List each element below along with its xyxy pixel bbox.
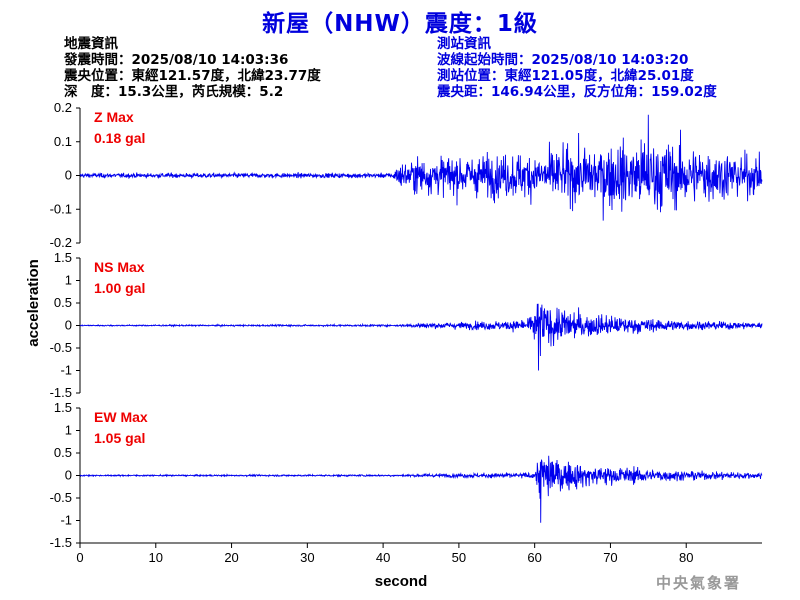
station-info: 測站資訊 波線起始時間：2025/08/10 14:03:20 測站位置：東經1… (437, 36, 717, 100)
y-tick-label: 0 (65, 168, 72, 183)
y-tick-label: -0.5 (50, 490, 72, 505)
waveform-ew (79, 455, 763, 523)
y-tick-label: 1 (65, 423, 72, 438)
x-tick-label: 0 (76, 550, 83, 565)
max-label-ew: EW Max (94, 409, 148, 425)
waveform-z (79, 114, 763, 221)
waveform-ns (79, 303, 763, 371)
y-tick-label: 0.2 (54, 100, 72, 115)
y-tick-label: -0.5 (50, 340, 72, 355)
origin-time: 發震時間：2025/08/10 14:03:36 (64, 52, 289, 68)
y-tick-label: 0 (65, 468, 72, 483)
x-tick-label: 60 (527, 550, 541, 565)
y-tick-label: 0.1 (54, 134, 72, 149)
station-location: 測站位置：東經121.05度，北緯25.01度 (437, 68, 694, 84)
y-tick-label: -1.5 (50, 535, 72, 550)
max-label-ns: NS Max (94, 259, 145, 275)
station-info-heading: 測站資訊 (437, 36, 491, 52)
epicenter-location: 震央位置：東經121.57度，北緯23.77度 (64, 68, 321, 84)
agency-watermark: 中央氣象署 (656, 574, 742, 592)
max-value-ns: 1.00 gal (94, 280, 145, 296)
y-tick-label: 1.5 (54, 250, 72, 265)
max-label-z: Z Max (94, 109, 134, 125)
max-value-ew: 1.05 gal (94, 430, 145, 446)
y-tick-label: 1.5 (54, 400, 72, 415)
y-tick-label: 0.5 (54, 295, 72, 310)
max-value-z: 0.18 gal (94, 130, 145, 146)
y-tick-label: -1 (60, 513, 72, 528)
x-axis-label: second (375, 573, 428, 590)
y-tick-label: -0.2 (50, 235, 72, 250)
x-tick-label: 40 (376, 550, 390, 565)
y-tick-label: 0 (65, 318, 72, 333)
x-tick-label: 10 (149, 550, 163, 565)
x-tick-label: 30 (300, 550, 314, 565)
x-tick-label: 50 (452, 550, 466, 565)
y-tick-label: -0.1 (50, 201, 72, 216)
y-tick-label: -1.5 (50, 385, 72, 400)
epicentral-distance: 震央距：146.94公里，反方位角：159.02度 (437, 84, 717, 100)
y-tick-label: 0.5 (54, 445, 72, 460)
y-tick-label: -1 (60, 363, 72, 378)
x-tick-label: 80 (679, 550, 693, 565)
y-tick-label: 1 (65, 273, 72, 288)
depth-magnitude: 深 度：15.3公里，芮氏規模：5.2 (64, 84, 284, 100)
earthquake-info-heading: 地震資訊 (64, 36, 118, 52)
x-tick-label: 20 (224, 550, 238, 565)
wave-start-time: 波線起始時間：2025/08/10 14:03:20 (437, 52, 689, 68)
page-title: 新屋（NHW）震度：1級 (262, 11, 538, 37)
y-axis-label: acceleration (25, 259, 42, 347)
earthquake-info: 地震資訊 發震時間：2025/08/10 14:03:36 震央位置：東經121… (64, 36, 321, 100)
x-tick-label: 70 (603, 550, 617, 565)
